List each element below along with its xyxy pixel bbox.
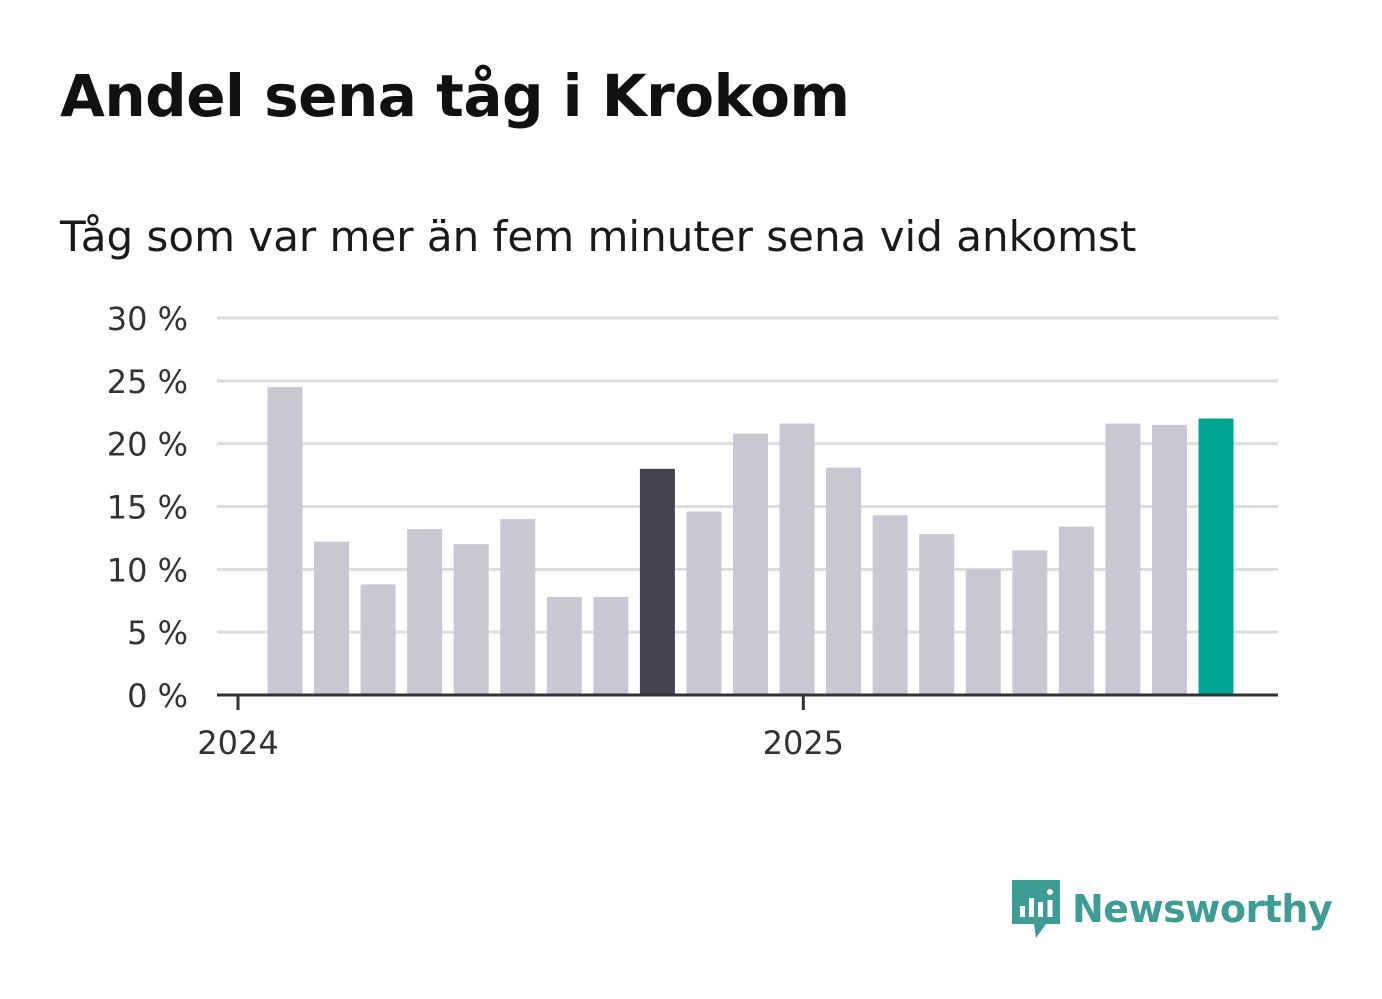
bar-2025-03 [919, 534, 955, 695]
chart-title: Andel sena tåg i Krokom [60, 62, 850, 130]
x-tick-label-2024: 2024 [197, 724, 278, 762]
y-tick-label: 10 % [107, 551, 188, 589]
bar-2024-11 [733, 433, 768, 695]
bar-2024-05 [453, 544, 489, 695]
y-tick-label: 0 % [127, 677, 188, 715]
bars [267, 387, 1234, 695]
y-tick-label: 25 % [107, 363, 188, 401]
bar-2024-02 [314, 541, 350, 695]
newsworthy-logo-text: Newsworthy [1072, 887, 1333, 931]
y-tick-label: 30 % [107, 300, 188, 338]
bar-2024-07 [546, 596, 582, 695]
bar-2024-10 [686, 511, 722, 695]
bar-2025-07 [1105, 423, 1141, 695]
bar-2025-05 [1012, 550, 1048, 695]
y-axis-labels: 0 % 5 % 10 % 15 % 20 % 25 % 30 % [107, 300, 188, 715]
bar-2025-04 [965, 569, 1001, 695]
bar-2025-06 [1058, 526, 1094, 695]
newsworthy-logo-icon [1012, 880, 1060, 938]
bar-2025-02 [872, 515, 908, 695]
y-tick-label: 20 % [107, 426, 188, 464]
bar-2024-01 [267, 387, 303, 695]
chart-subtitle: Tåg som var mer än fem minuter sena vid … [60, 212, 1137, 261]
bar-2024-08 [593, 596, 629, 695]
newsworthy-logo: Newsworthy [1010, 878, 1333, 940]
bar-2024-12 [779, 423, 815, 695]
y-tick-label: 5 % [127, 614, 188, 652]
bar-chart: 0 % 5 % 10 % 15 % 20 % 25 % 30 % 2024 2025 [107, 300, 1278, 762]
bar-2024-06 [500, 519, 536, 695]
bar-2024-04 [407, 529, 443, 695]
bar-2025-01 [826, 467, 862, 695]
bar-2024-09 [639, 468, 675, 695]
x-axis-ticks: 2024 2025 [197, 695, 844, 762]
bar-2025-08 [1151, 424, 1187, 695]
x-tick-label-2025: 2025 [763, 724, 844, 762]
bar-2024-03 [360, 584, 396, 695]
bar-2025-09 [1198, 418, 1234, 695]
y-tick-label: 15 % [107, 489, 188, 527]
